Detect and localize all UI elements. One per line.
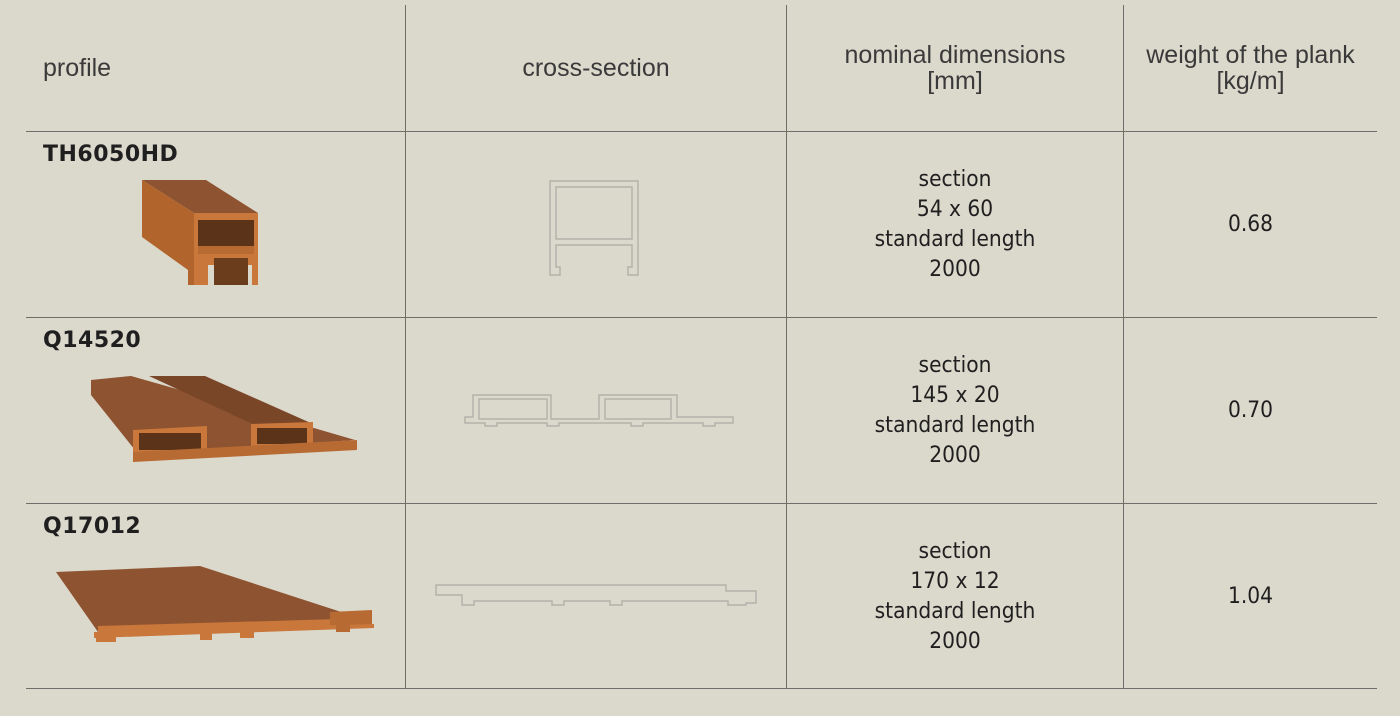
q14520-cross-section-drawing bbox=[464, 394, 734, 427]
section-value: 145 x 20 bbox=[910, 382, 1000, 408]
column-divider bbox=[1123, 5, 1124, 689]
section-value: 54 x 60 bbox=[916, 196, 994, 222]
weight-value: 0.68 bbox=[1227, 212, 1274, 237]
header-dimensions-unit: [mm] bbox=[927, 67, 983, 95]
weight-value: 0.70 bbox=[1227, 398, 1274, 423]
standard-length-value: 2000 bbox=[929, 256, 981, 282]
section-value: 170 x 12 bbox=[910, 568, 1000, 594]
row-divider bbox=[26, 688, 1377, 689]
profile-code: Q17012 bbox=[43, 514, 142, 539]
standard-length-label: standard length bbox=[874, 412, 1036, 438]
row-dimensions: section 170 x 12 standard length 2000 bbox=[800, 504, 1109, 689]
standard-length-label: standard length bbox=[874, 226, 1036, 252]
column-divider bbox=[786, 5, 787, 689]
q17012-cross-section-drawing bbox=[435, 584, 757, 606]
header-profile-label: profile bbox=[43, 54, 112, 82]
header-weight: weight of the plank [kg/m] bbox=[1124, 5, 1377, 131]
header-cross-section-label: cross-section bbox=[522, 54, 670, 82]
q14520-profile-image bbox=[91, 376, 357, 462]
standard-length-label: standard length bbox=[874, 598, 1036, 624]
header-dimensions: nominal dimensions [mm] bbox=[787, 5, 1123, 131]
standard-length-value: 2000 bbox=[929, 442, 981, 468]
section-label: section bbox=[918, 166, 992, 192]
row-divider bbox=[26, 131, 1377, 132]
standard-length-value: 2000 bbox=[929, 628, 981, 654]
section-label: section bbox=[918, 538, 992, 564]
row-divider bbox=[26, 503, 1377, 504]
th6050hd-profile-image bbox=[142, 180, 258, 285]
row-dimensions: section 145 x 20 standard length 2000 bbox=[800, 318, 1109, 503]
profile-code: Q14520 bbox=[43, 328, 142, 353]
th6050hd-cross-section-drawing bbox=[549, 180, 639, 276]
weight-value: 1.04 bbox=[1227, 584, 1274, 609]
row-dimensions: section 54 x 60 standard length 2000 bbox=[800, 132, 1109, 317]
header-profile: profile bbox=[43, 5, 343, 131]
header-dimensions-label: nominal dimensions bbox=[844, 41, 1066, 69]
header-weight-label: weight of the plank bbox=[1146, 41, 1355, 69]
header-weight-unit: [kg/m] bbox=[1216, 67, 1285, 95]
column-divider bbox=[405, 5, 406, 689]
section-label: section bbox=[918, 352, 992, 378]
header-cross-section: cross-section bbox=[406, 5, 786, 131]
row-divider bbox=[26, 317, 1377, 318]
profile-code: TH6050HD bbox=[43, 142, 179, 167]
q17012-profile-image bbox=[56, 566, 374, 642]
